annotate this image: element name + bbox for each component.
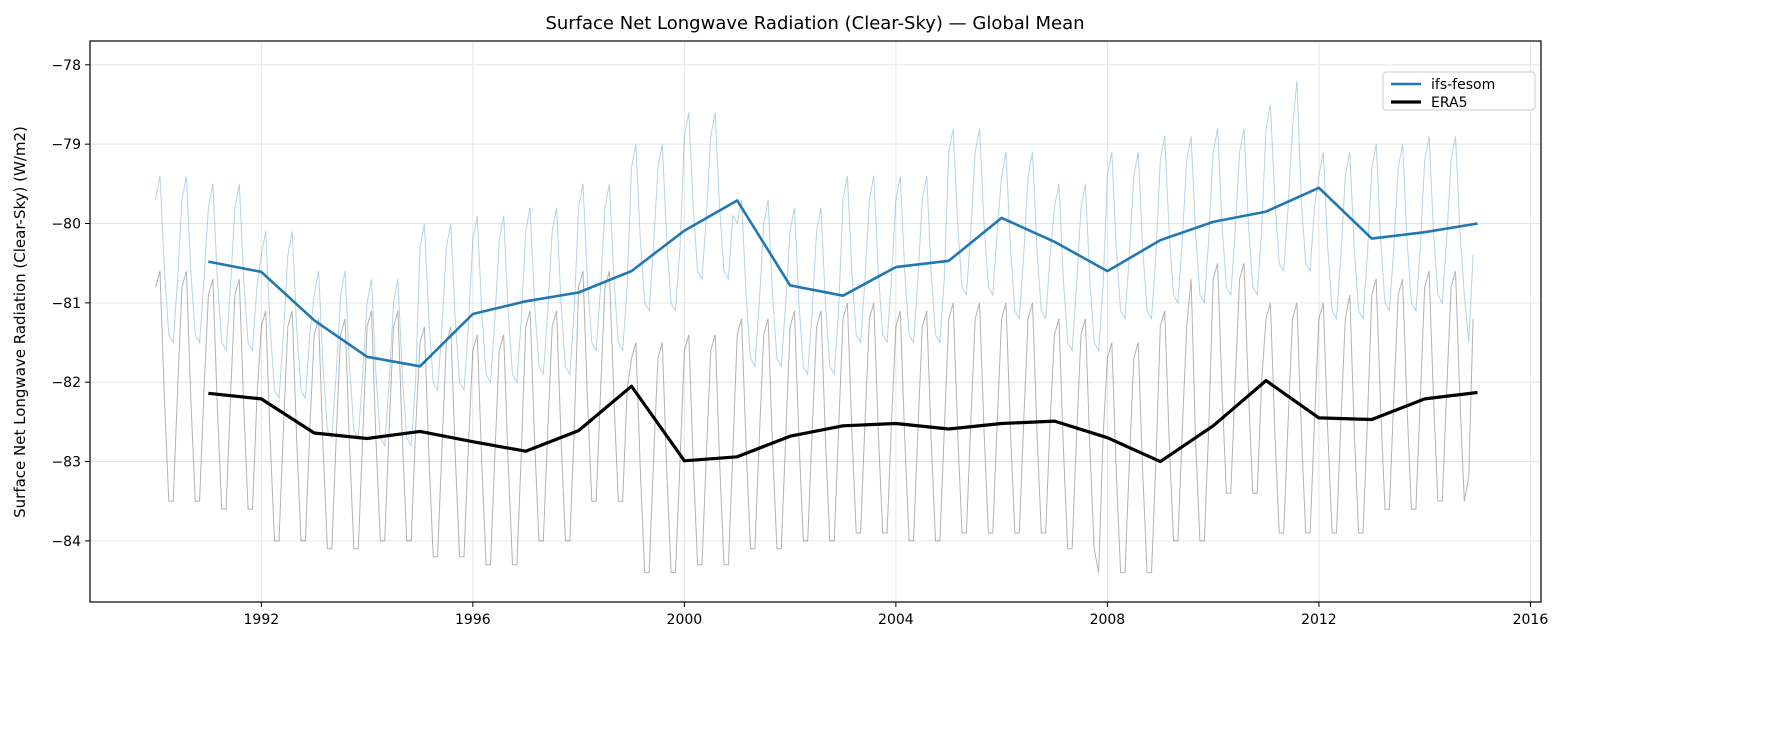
y-tick-label: −78 <box>51 58 81 74</box>
axis-ticks: 1992 1996 2000 2004 2008 2012 2016 −84 −83 −82 −81… <box>51 58 1548 628</box>
y-axis-label: Surface Net Longwave Radiation (Clear-Sk… <box>11 126 29 518</box>
y-tick-label: −81 <box>51 296 81 312</box>
y-tick-label: −80 <box>51 217 81 233</box>
x-tick-label: 2004 <box>878 612 914 628</box>
y-tick-label: −79 <box>51 137 81 153</box>
x-tick-label: 2016 <box>1513 612 1549 628</box>
y-tick-label: −83 <box>51 455 81 471</box>
x-tick-label: 2000 <box>667 612 703 628</box>
y-tick-label: −84 <box>51 534 81 550</box>
x-tick-label: 2012 <box>1301 612 1337 628</box>
chart-title: Surface Net Longwave Radiation (Clear-Sk… <box>545 13 1084 34</box>
legend-label: ifs-fesom <box>1431 77 1495 93</box>
series-lines <box>155 80 1478 574</box>
y-tick-label: −82 <box>51 375 81 391</box>
legend: ifs-fesom ERA5 <box>1382 71 1536 111</box>
x-tick-label: 1992 <box>244 612 280 628</box>
legend-label: ERA5 <box>1431 95 1468 111</box>
plot-frame <box>89 40 1542 603</box>
x-tick-label: 1996 <box>455 612 491 628</box>
era5-monthly-line <box>155 263 1474 574</box>
x-tick-label: 2008 <box>1090 612 1126 628</box>
grid <box>90 41 1541 602</box>
